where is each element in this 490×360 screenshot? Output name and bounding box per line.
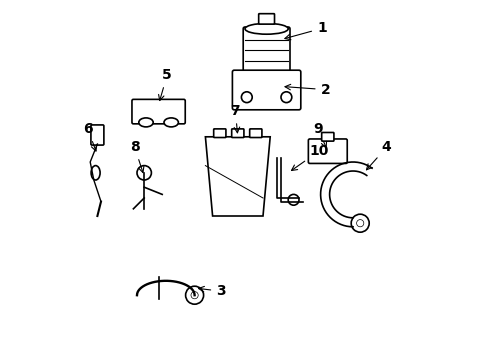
Circle shape	[191, 292, 198, 299]
Text: 7: 7	[231, 104, 240, 133]
Circle shape	[351, 214, 369, 232]
Polygon shape	[205, 137, 270, 216]
Circle shape	[137, 166, 151, 180]
Circle shape	[288, 194, 299, 205]
FancyBboxPatch shape	[321, 132, 334, 141]
Text: 1: 1	[285, 21, 327, 40]
FancyBboxPatch shape	[243, 27, 290, 74]
Text: 3: 3	[198, 284, 226, 298]
Text: 2: 2	[285, 82, 330, 96]
Ellipse shape	[245, 23, 288, 34]
Text: 9: 9	[314, 122, 326, 148]
Text: 4: 4	[367, 140, 392, 170]
FancyBboxPatch shape	[232, 129, 244, 138]
Text: 6: 6	[83, 122, 97, 151]
Text: 5: 5	[159, 68, 172, 100]
Circle shape	[357, 220, 364, 227]
Circle shape	[281, 92, 292, 103]
FancyBboxPatch shape	[214, 129, 226, 138]
FancyBboxPatch shape	[250, 129, 262, 138]
FancyBboxPatch shape	[91, 125, 104, 145]
FancyBboxPatch shape	[232, 70, 301, 110]
Text: 10: 10	[292, 144, 329, 171]
Ellipse shape	[164, 118, 178, 127]
Ellipse shape	[91, 166, 100, 180]
Circle shape	[242, 92, 252, 103]
Text: 8: 8	[130, 140, 144, 172]
FancyBboxPatch shape	[308, 139, 347, 163]
FancyBboxPatch shape	[132, 99, 185, 124]
FancyBboxPatch shape	[259, 14, 274, 24]
Ellipse shape	[139, 118, 153, 127]
Circle shape	[186, 286, 204, 304]
